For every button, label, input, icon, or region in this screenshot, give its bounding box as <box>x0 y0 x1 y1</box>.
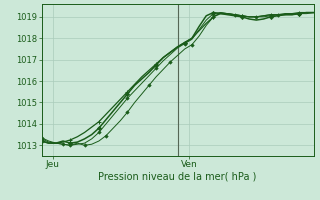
X-axis label: Pression niveau de la mer( hPa ): Pression niveau de la mer( hPa ) <box>99 172 257 182</box>
